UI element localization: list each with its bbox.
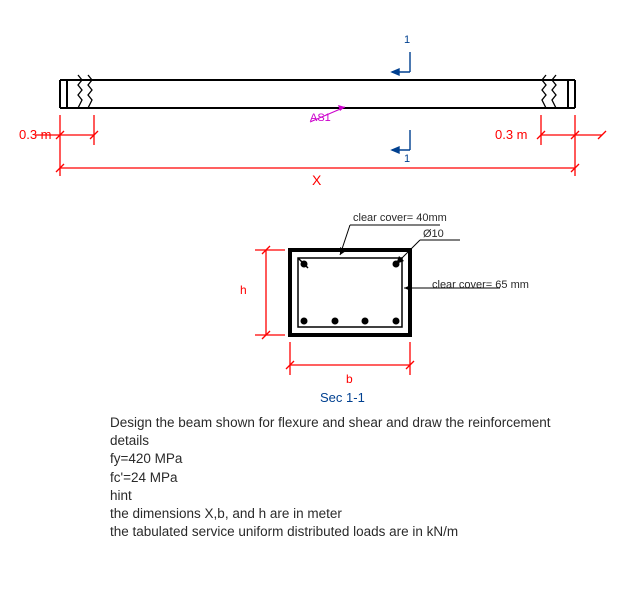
section-mark-top-label: 1 — [404, 34, 410, 46]
bar-dia-label: Ø10 — [423, 228, 444, 240]
span-x-label: X — [312, 172, 321, 188]
section-h-label: h — [240, 283, 247, 297]
problem-line-4: fc'=24 MPa — [110, 469, 580, 487]
problem-line-2: details — [110, 432, 580, 450]
section-svg — [0, 200, 625, 430]
cover-top-label: clear cover= 40mm — [353, 212, 447, 224]
cover-side-label: clear cover= 65 mm — [432, 279, 529, 291]
problem-line-5: hint — [110, 487, 580, 505]
dim-right-label: 0.3 m — [495, 127, 528, 142]
problem-line-3: fy=420 MPa — [110, 450, 580, 468]
section-mark-bottom-label: 1 — [404, 153, 410, 165]
engineering-figure: 1 1 AS1 0.3 m 0.3 m X — [0, 0, 625, 615]
problem-line-6: the dimensions X,b, and h are in meter — [110, 505, 580, 523]
problem-text: Design the beam shown for flexure and sh… — [110, 414, 580, 542]
section-title: Sec 1-1 — [320, 390, 365, 405]
dim-left-label: 0.3 m — [19, 127, 52, 142]
section-b-label: b — [346, 372, 353, 386]
problem-line-1: Design the beam shown for flexure and sh… — [110, 414, 580, 432]
problem-line-7: the tabulated service uniform distribute… — [110, 523, 580, 541]
as1-label: AS1 — [310, 112, 331, 124]
